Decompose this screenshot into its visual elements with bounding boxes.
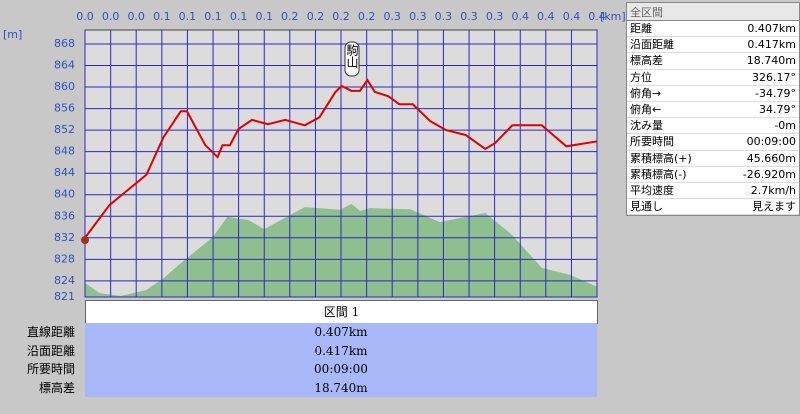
summary-value: -26.920m [742,167,796,181]
x-tick-label: 0.1 [153,10,171,23]
section-value: 00:09:00 [85,360,597,379]
y-tick-label: 828 [54,252,75,265]
x-tick-label: 0.1 [204,10,222,23]
y-tick-label: 840 [54,188,75,201]
x-tick-label: 0.2 [358,10,376,23]
summary-label: 所要時間 [630,135,674,149]
x-tick-label: 0.0 [102,10,120,23]
summary-label: 累積標高(-) [630,167,687,181]
summary-label: 沈み量 [630,119,663,133]
y-tick-label: 844 [54,166,75,179]
x-tick-label: 0.3 [460,10,478,23]
x-tick-label: 0.1 [230,10,248,23]
summary-label: 俯角→ [630,86,662,100]
x-tick-label: 0.0 [76,10,94,23]
x-tick-label: 0.3 [409,10,427,23]
summary-row: 所要時間 00:09:00 [627,134,799,151]
summary-row: 距離 0.407km [627,21,799,38]
summary-label: 俯角← [630,102,662,116]
y-unit: [m] [3,28,22,41]
summary-row: 沈み量 -0m [627,118,799,135]
y-tick-label: 856 [54,102,75,115]
section-label: 沿面距離 [26,343,75,358]
x-tick-label: 0.3 [383,10,401,23]
summary-value: 00:09:00 [746,135,796,149]
section-row: 標高差 18.740m [0,378,597,397]
x-tick-label: 0.2 [332,10,350,23]
section-value: 18.740m [85,378,597,397]
summary-row: 方位 326.17° [627,70,799,86]
section-title[interactable]: 区間 1 [85,300,598,324]
summary-value: 0.407km [747,22,796,35]
summary-label: 見通し [630,200,663,214]
y-tick-label: 852 [54,123,75,136]
summary-value: -0m [774,119,796,133]
summary-row: 沿面距離 0.417km [627,37,799,54]
y-tick-label: 848 [54,145,75,158]
summary-row: 平均速度 2.7km/h [627,183,799,200]
summary-label: 標高差 [630,54,663,68]
x-tick-label: 0.4 [563,10,581,23]
y-tick-label: 868 [54,37,75,50]
summary-row: 累積標高(+) 45.660m [627,151,799,167]
y-tick-label: 824 [54,274,75,287]
x-tick-label: 0.0 [127,10,145,23]
elevation-line [84,78,598,239]
summary-panel: 全区間 距離 0.407km 沿面距離 0.417km 標高差 18.740m 方位 326.… [626,2,800,217]
summary-value: 34.79° [759,102,796,116]
y-tick-label: 832 [54,231,75,244]
y-tick-label: 860 [54,80,75,93]
summary-value: 見えます [752,200,796,214]
summary-label: 累積標高(+) [630,151,692,165]
summary-value: -34.79° [755,86,796,100]
section-label: 標高差 [38,380,75,395]
start-marker [81,236,89,244]
section-value: 0.417km [85,341,597,360]
y-tick-label: 821 [54,290,75,300]
section-row: 所要時間 00:09:00 [0,360,597,379]
peak-label: 駒山 [345,44,359,68]
summary-label: 方位 [630,70,652,84]
summary-label: 距離 [630,22,652,35]
section-label: 所要時間 [26,362,75,376]
summary-label: 沿面距離 [630,38,674,52]
section-row: 沿面距離 0.417km [0,341,597,360]
x-unit: [km] [600,10,626,23]
summary-value: 18.740m [746,54,796,68]
section-value: 0.407km [85,323,597,342]
summary-value: 2.7km/h [750,183,796,197]
y-tick-label: 836 [54,209,75,222]
summary-value: 326.17° [752,70,796,84]
y-tick-label: 864 [54,59,75,72]
profile-chart: [m] [km] 821 824 828 832 836 840 844 848 852 856 8… [3,10,626,300]
x-tick-label: 0.1 [256,10,274,23]
x-tick-label: 0.4 [537,10,555,23]
summary-row: 俯角→ -34.79° [627,86,799,102]
summary-label: 平均速度 [630,183,674,197]
summary-row: 見通し 見えます [627,199,799,216]
x-tick-label: 0.3 [486,10,504,23]
summary-value: 45.660m [746,151,796,165]
summary-row: 累積標高(-) -26.920m [627,167,799,183]
summary-value: 0.417km [747,38,796,52]
summary-row: 標高差 18.740m [627,53,799,70]
x-tick-label: 0.4 [588,10,606,23]
x-tick-label: 0.3 [435,10,453,23]
section-row: 直線距離 0.407km [0,323,597,342]
peak-annotation: 駒山 [344,41,360,77]
x-tick-label: 0.2 [281,10,299,23]
summary-row: 俯角← 34.79° [627,102,799,119]
section-label: 直線距離 [26,325,75,339]
x-tick-label: 0.2 [307,10,325,23]
x-tick-label: 0.4 [512,10,530,23]
summary-title: 全区間 [627,3,799,21]
x-tick-label: 0.1 [179,10,197,23]
